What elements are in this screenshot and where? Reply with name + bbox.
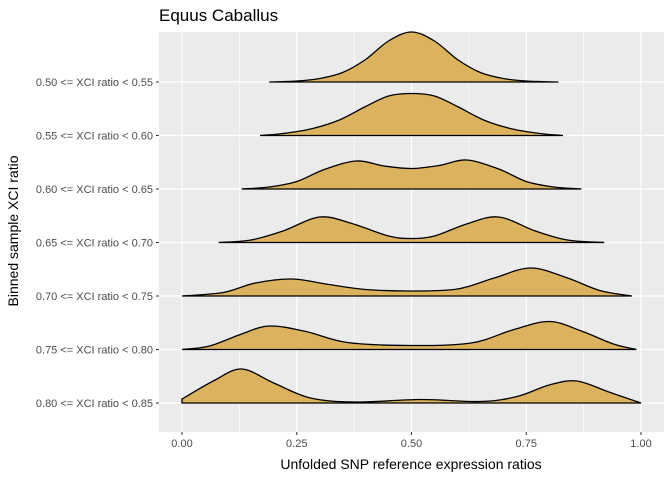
y-tick-label: 0.50 <= XCI ratio < 0.55 <box>36 77 153 89</box>
x-tick-label: 1.00 <box>630 438 651 450</box>
x-tick-label: 0.75 <box>516 438 537 450</box>
y-tick-label: 0.55 <= XCI ratio < 0.60 <box>36 131 153 143</box>
y-axis-title: Binned sample XCI ratio <box>5 155 21 306</box>
x-axis-title: Unfolded SNP reference expression ratios <box>280 456 541 472</box>
y-tick-label: 0.65 <= XCI ratio < 0.70 <box>36 238 153 250</box>
y-tick-label: 0.80 <= XCI ratio < 0.85 <box>36 398 153 410</box>
density-ridge <box>269 31 559 83</box>
density-ridge <box>181 368 642 404</box>
density-ridge <box>218 216 605 244</box>
x-tick-label: 0.00 <box>171 438 192 450</box>
x-tick-label: 0.25 <box>286 438 307 450</box>
chart-title: Equus Caballus <box>159 6 278 25</box>
y-tick-label: 0.60 <= XCI ratio < 0.65 <box>36 184 153 196</box>
density-ridge <box>181 320 637 351</box>
y-tick-label: 0.75 <= XCI ratio < 0.80 <box>36 345 153 357</box>
y-axis-ticks: 0.50 <= XCI ratio < 0.55 0.55 <= XCI rati… <box>36 77 159 410</box>
y-tick-label: 0.70 <= XCI ratio < 0.75 <box>36 291 153 303</box>
density-ridge <box>181 267 632 297</box>
x-axis-ticks: 0.00 0.25 0.50 0.75 1.00 <box>171 432 652 450</box>
x-tick-label: 0.50 <box>401 438 422 450</box>
density-ridge <box>259 92 564 137</box>
density-ridge <box>241 159 582 190</box>
density-ridges <box>181 31 642 404</box>
